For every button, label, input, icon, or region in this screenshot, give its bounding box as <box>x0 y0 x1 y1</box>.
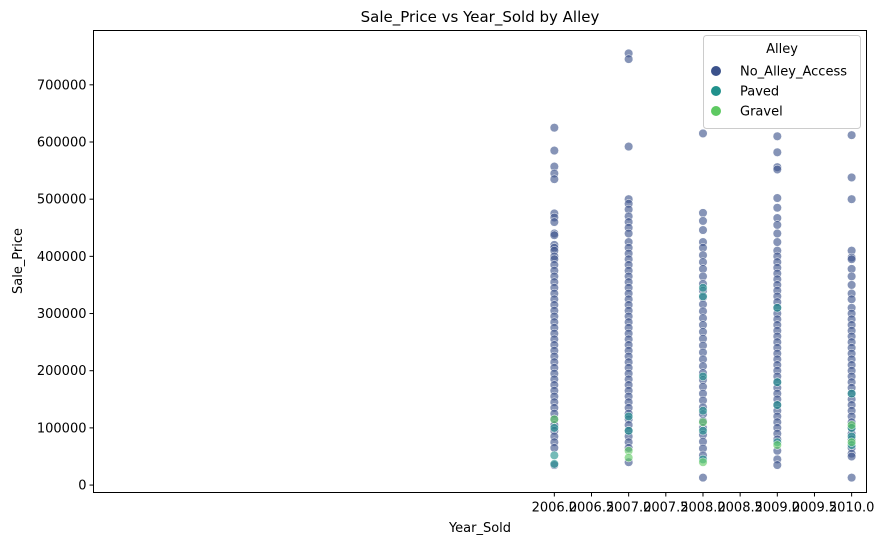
point-paved <box>698 371 708 381</box>
point-no-alley-access <box>549 123 559 133</box>
point-no-alley-access <box>549 174 559 184</box>
x-tick-label: 2007.5 <box>643 501 689 516</box>
point-no-alley-access <box>847 130 857 140</box>
point-no-alley-access <box>624 142 634 152</box>
x-tick-label: 2008.5 <box>717 501 763 516</box>
point-paved <box>772 303 782 313</box>
x-tick-label: 2006.0 <box>532 501 578 516</box>
point-no-alley-access <box>549 217 559 227</box>
legend-label-no-alley-access: No_Alley_Access <box>740 65 847 80</box>
point-no-alley-access <box>549 146 559 156</box>
legend-marker-paved <box>711 86 721 96</box>
y-tick-label: 200000 <box>37 364 87 379</box>
point-paved <box>549 459 559 469</box>
legend-frame <box>703 35 861 129</box>
point-no-alley-access <box>847 194 857 204</box>
x-tick-label: 2010.0 <box>829 501 875 516</box>
point-no-alley-access <box>772 147 782 157</box>
point-no-alley-access <box>772 220 782 230</box>
point-paved <box>847 389 857 399</box>
y-axis-label: Sale_Price <box>11 228 26 294</box>
legend-title: Alley <box>766 42 798 57</box>
x-tick-label: 2008.0 <box>680 501 726 516</box>
point-no-alley-access <box>772 203 782 213</box>
legend-marker-gravel <box>711 106 721 116</box>
point-no-alley-access <box>772 193 782 203</box>
point-no-alley-access <box>698 216 708 226</box>
point-paved <box>772 377 782 387</box>
point-no-alley-access <box>698 208 708 218</box>
point-gravel <box>698 457 708 467</box>
point-no-alley-access <box>698 128 708 138</box>
x-tick-label: 2009.0 <box>755 501 801 516</box>
legend: Alley No_Alley_Access Paved Gravel <box>703 35 861 129</box>
legend-label-paved: Paved <box>740 85 779 100</box>
point-paved <box>698 406 708 416</box>
point-paved <box>549 423 559 433</box>
x-axis-ticks: 2006.02006.52007.02007.52008.02008.52009… <box>532 492 875 516</box>
point-no-alley-access <box>549 230 559 240</box>
point-gravel <box>624 453 634 463</box>
point-no-alley-access <box>624 54 634 64</box>
point-no-alley-access <box>847 172 857 182</box>
legend-items: No_Alley_Access Paved Gravel <box>711 65 847 120</box>
point-paved <box>624 426 634 436</box>
point-gravel <box>847 437 857 447</box>
point-paved <box>772 400 782 410</box>
legend-marker-no-alley-access <box>711 66 721 76</box>
legend-label-gravel: Gravel <box>740 105 783 120</box>
y-tick-label: 600000 <box>37 135 87 150</box>
x-axis-label: Year_Sold <box>448 521 511 536</box>
point-paved <box>549 450 559 460</box>
point-no-alley-access <box>772 228 782 239</box>
x-tick-label: 2009.5 <box>792 501 838 516</box>
point-no-alley-access <box>698 473 708 483</box>
point-gravel <box>847 420 857 430</box>
y-axis-ticks: 0 100000 200000 300000 400000 500000 600000 700… <box>37 78 94 494</box>
point-no-alley-access <box>847 254 857 264</box>
point-no-alley-access <box>847 473 857 483</box>
y-tick-label: 500000 <box>37 193 87 208</box>
point-paved <box>624 411 634 422</box>
y-tick-label: 700000 <box>37 78 87 93</box>
point-no-alley-access <box>772 164 782 174</box>
point-no-alley-access <box>847 271 857 281</box>
point-paved <box>698 291 708 301</box>
y-tick-label: 100000 <box>37 421 87 436</box>
chart-title: Sale_Price vs Year_Sold by Alley <box>361 8 600 27</box>
point-gravel <box>772 440 782 450</box>
point-no-alley-access <box>772 460 782 470</box>
y-tick-label: 300000 <box>37 307 87 322</box>
point-no-alley-access <box>847 280 857 290</box>
point-no-alley-access <box>847 294 857 304</box>
point-no-alley-access <box>772 237 782 247</box>
point-no-alley-access <box>772 131 782 141</box>
x-tick-label: 2007.0 <box>606 501 652 516</box>
x-tick-label: 2006.5 <box>569 501 615 516</box>
point-no-alley-access <box>698 225 708 235</box>
point-paved <box>698 426 708 436</box>
point-gravel <box>549 414 559 424</box>
point-no-alley-access <box>624 228 634 239</box>
y-tick-label: 0 <box>78 479 86 494</box>
point-paved <box>698 283 708 293</box>
y-tick-label: 400000 <box>37 250 87 265</box>
point-gravel <box>698 417 708 427</box>
data-points <box>549 48 857 483</box>
point-no-alley-access <box>847 451 857 462</box>
